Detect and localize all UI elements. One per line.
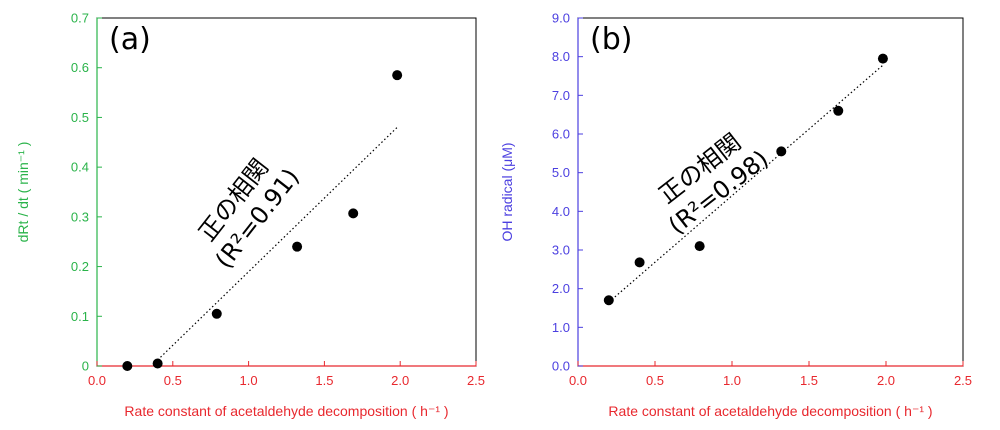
x-axis-label: Rate constant of acetaldehyde decomposit… — [124, 403, 448, 419]
y-tick-label: 0.2 — [71, 259, 89, 274]
y-tick-label: 0.4 — [71, 160, 89, 175]
data-point — [833, 105, 844, 116]
y-tick-label: 0.1 — [71, 309, 89, 324]
data-point — [776, 146, 787, 157]
y-tick-label: 4.0 — [552, 204, 570, 219]
data-point — [603, 295, 614, 306]
x-tick-label: 2.0 — [877, 373, 895, 388]
y-tick-label: 0 — [82, 359, 89, 374]
y-axis-label: dRt / dt ( min⁻¹ ) — [15, 142, 31, 243]
y-tick-label: 0.5 — [71, 110, 89, 125]
panel-label: (b) — [590, 22, 632, 57]
plot-frame — [577, 17, 964, 367]
y-tick-label: 2.0 — [552, 281, 570, 296]
y-tick-label: 0.3 — [71, 209, 89, 224]
chart-panel-b: 0.0 0.5 1.0 1.5 2.0 2.5 0.0 1.0 2.0 3.0 4.0 5.0 6.0 7… — [499, 11, 972, 420]
y-tick-label: 3.0 — [552, 243, 570, 258]
y-tick-label: 0.6 — [71, 60, 89, 75]
data-point — [634, 257, 645, 268]
x-tick-label: 0.0 — [88, 373, 106, 388]
y-tick-label: 5.0 — [552, 165, 570, 180]
data-point — [348, 208, 359, 219]
trendline — [608, 64, 884, 303]
x-tick-label: 0.0 — [569, 373, 587, 388]
data-point — [694, 241, 705, 252]
y-axis-label: OH radical (μM) — [499, 142, 515, 241]
data-point — [152, 358, 163, 369]
y-tick-label: 0.0 — [552, 359, 570, 374]
x-tick-label: 1.0 — [240, 373, 258, 388]
data-point — [292, 241, 303, 252]
x-tick-label: 1.5 — [315, 373, 333, 388]
data-point — [122, 361, 133, 371]
correlation-annotation: 正の相関(R²=0.91) — [193, 154, 305, 274]
y-tick-label: 0.7 — [71, 11, 89, 26]
x-axis-label: Rate constant of acetaldehyde decomposit… — [608, 403, 932, 419]
y-tick-label: 9.0 — [552, 11, 570, 26]
x-tick-label: 1.0 — [723, 373, 741, 388]
x-tick-label: 1.5 — [800, 373, 818, 388]
data-point — [877, 53, 888, 64]
y-tick-label: 1.0 — [552, 320, 570, 335]
chart-panel-a: 0.0 0.5 1.0 1.5 2.0 2.5 0 0.1 0.2 0.3 0.4 0.5 0.6 0.7… — [15, 11, 485, 420]
x-tick-label: 0.5 — [164, 373, 182, 388]
x-tick-label: 2.5 — [954, 373, 972, 388]
x-tick-label: 0.5 — [646, 373, 664, 388]
data-point — [211, 308, 222, 319]
panel-label: (a) — [109, 22, 151, 57]
data-point — [392, 70, 403, 81]
trendline — [157, 126, 398, 361]
y-tick-label: 8.0 — [552, 49, 570, 64]
x-tick-label: 2.0 — [391, 373, 409, 388]
correlation-annotation: 正の相関(R²=0.98) — [654, 128, 774, 240]
y-tick-label: 7.0 — [552, 88, 570, 103]
y-tick-label: 6.0 — [552, 127, 570, 142]
x-tick-label: 2.5 — [467, 373, 485, 388]
